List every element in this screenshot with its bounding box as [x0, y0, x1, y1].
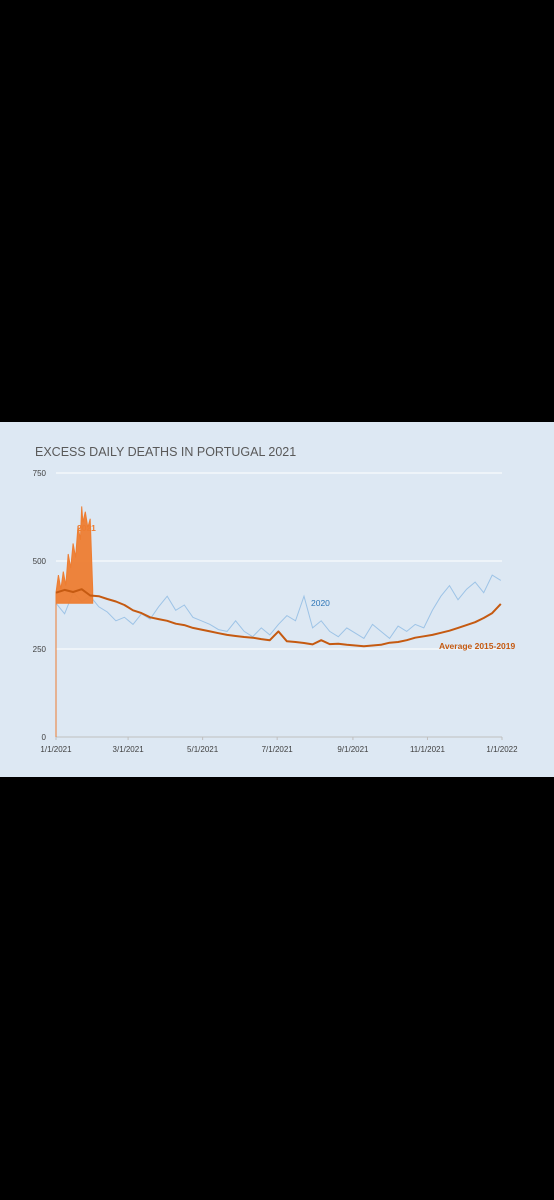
x-tick-label: 1/1/2022 — [486, 745, 518, 754]
y-tick-label: 250 — [33, 645, 47, 654]
x-tick-label: 1/1/2021 — [40, 745, 72, 754]
series-label-average: Average 2015-2019 — [439, 641, 516, 651]
x-tick-label: 5/1/2021 — [187, 745, 219, 754]
series-label-2021: 2021 — [77, 523, 96, 533]
x-tick-label: 7/1/2021 — [262, 745, 294, 754]
chart-title: EXCESS DAILY DEATHS IN PORTUGAL 2021 — [35, 445, 296, 459]
series-labels: 2021 2020 Average 2015-2019 — [77, 523, 516, 651]
y-tick-labels: 0 250 500 750 — [33, 469, 47, 742]
series-average-line — [55, 588, 502, 648]
chart-panel: EXCESS DAILY DEATHS IN PORTUGAL 2021 0 25… — [0, 422, 554, 777]
y-tick-label: 500 — [33, 557, 47, 566]
x-tick-label: 11/1/2021 — [410, 745, 446, 754]
x-tick-label: 9/1/2021 — [337, 745, 369, 754]
y-tick-label: 0 — [42, 733, 47, 742]
chart-svg: EXCESS DAILY DEATHS IN PORTUGAL 2021 0 25… — [33, 445, 518, 754]
series-2021-area — [55, 506, 94, 737]
series-2020-line — [55, 574, 502, 640]
x-tick-labels: 1/1/2021 3/1/2021 5/1/2021 7/1/2021 9/1/2021… — [40, 737, 518, 754]
x-tick-label: 3/1/2021 — [113, 745, 145, 754]
series-layer — [55, 506, 502, 737]
series-label-2020: 2020 — [311, 598, 330, 608]
y-tick-label: 750 — [33, 469, 47, 478]
